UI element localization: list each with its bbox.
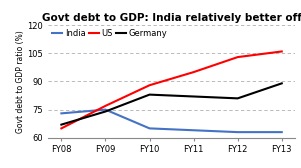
Y-axis label: Govt debt to GDP ratio (%): Govt debt to GDP ratio (%) [16,30,25,133]
India [236,131,240,133]
India [280,131,284,133]
Germany [148,94,151,96]
Germany [60,124,63,126]
US [148,84,151,86]
US [192,71,195,73]
India [148,127,151,129]
Legend: India, US, Germany: India, US, Germany [52,29,167,38]
Germany [104,111,107,113]
Line: Germany: Germany [61,83,282,125]
Line: US: US [61,51,282,128]
Line: India: India [61,110,282,132]
Germany [192,95,195,97]
Germany [236,97,240,99]
India [104,109,107,111]
Germany [280,82,284,84]
India [60,112,63,114]
US [60,127,63,129]
India [192,129,195,131]
Title: Govt debt to GDP: India relatively better off: Govt debt to GDP: India relatively bette… [42,13,301,23]
US [236,56,240,58]
US [280,50,284,52]
US [104,105,107,107]
